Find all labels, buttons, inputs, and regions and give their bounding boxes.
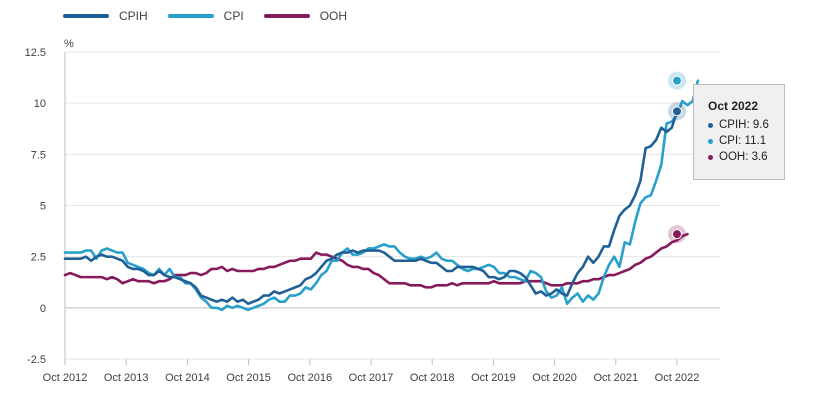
x-tick-label: Oct 2017	[349, 372, 394, 384]
highlight-point-ooh[interactable]	[672, 229, 682, 240]
legend-item-cpi[interactable]: CPI	[167, 9, 244, 23]
y-tick-label: 12.5	[25, 47, 46, 59]
tooltip-dot-cpi	[708, 138, 713, 144]
legend-label-ooh: OOH	[319, 9, 348, 23]
gridlines	[65, 51, 720, 360]
tooltip-row-ooh: OOH: 3.6	[708, 149, 784, 165]
series-lines	[63, 79, 700, 312]
tooltip-markers	[668, 71, 686, 244]
x-tick-label: Oct 2022	[655, 372, 700, 384]
y-tick-label: 0	[40, 303, 46, 315]
highlight-point-cpih[interactable]	[672, 106, 682, 117]
legend-label-cpi: CPI	[223, 9, 244, 23]
y-tick-label: 2.5	[31, 252, 46, 264]
tooltip-title: Oct 2022	[708, 99, 759, 113]
y-tick-label: 5	[40, 201, 46, 213]
tooltip-row-cpi: CPI: 11.1	[708, 133, 784, 149]
x-tick-label: Oct 2018	[410, 372, 455, 384]
x-tick-label: Oct 2016	[287, 372, 332, 384]
x-tick-label: Oct 2021	[593, 372, 638, 384]
x-tick-label: Oct 2020	[532, 372, 577, 384]
series-line-cpi[interactable]	[63, 79, 700, 312]
x-tick-label: Oct 2013	[104, 372, 149, 384]
x-axis: Oct 2012 Oct 2013 Oct 2014 Oct 2015 Oct 2016…	[43, 52, 700, 384]
y-tick-label: -2.5	[27, 354, 46, 366]
legend-label-cpih: CPIH	[119, 9, 148, 23]
y-tick-label: 10	[34, 98, 46, 110]
tooltip-dot-cpih	[708, 122, 713, 128]
legend-item-ooh[interactable]: OOH	[263, 9, 348, 23]
legend: CPIH CPI OOH	[63, 9, 347, 23]
legend-swatch-cpih	[63, 14, 109, 18]
tooltip-value-cpih: CPIH: 9.6	[719, 119, 769, 131]
highlight-point-cpi[interactable]	[672, 75, 682, 86]
y-tick-label: 7.5	[31, 149, 46, 161]
legend-item-cpih[interactable]: CPIH	[63, 9, 148, 23]
tooltip: Oct 2022 CPIH: 9.6 CPI: 11.1 OOH: 3.6	[693, 84, 785, 180]
series-line-ooh[interactable]	[63, 232, 689, 289]
legend-swatch-cpi	[167, 14, 214, 18]
tooltip-row-cpih: CPIH: 9.6	[708, 117, 784, 133]
y-axis-ticks: -2.5 0 2.5 5 7.5 10 12.5	[25, 47, 46, 366]
x-tick-label: Oct 2015	[226, 372, 271, 384]
tooltip-value-cpi: CPI: 11.1	[719, 135, 767, 147]
tooltip-value-ooh: OOH: 3.6	[719, 151, 768, 163]
tooltip-dot-ooh	[708, 154, 713, 160]
x-tick-label: Oct 2014	[165, 372, 210, 384]
x-tick-label: Oct 2019	[471, 372, 516, 384]
series-line-cpih[interactable]	[63, 110, 679, 306]
x-tick-label: Oct 2012	[43, 372, 88, 384]
y-axis-unit-label: %	[64, 38, 74, 50]
legend-swatch-ooh	[263, 14, 310, 18]
